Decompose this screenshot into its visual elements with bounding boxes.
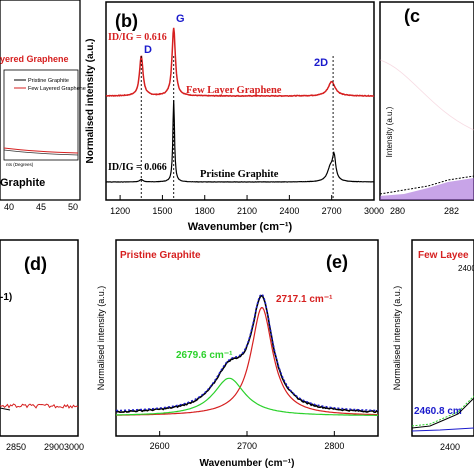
panel-a-inset-red-trace [3, 147, 79, 154]
panel-a-inset-black-trace [3, 149, 79, 156]
peak-label-d: D [144, 44, 152, 56]
fit-component-1 [116, 306, 378, 416]
panel-e-series [115, 293, 379, 416]
panel-b-ylabel: Normalised intensity (a.u.) [85, 38, 96, 163]
panel-e-xticks: 2600 2700 2800 [150, 431, 344, 451]
panel-b-xticks: 1200 1500 1800 2100 2400 2700 3000 [110, 195, 384, 216]
panel-d-xtick-2850: 2850 [6, 442, 26, 452]
annotation-peak-2679: 2679.6 cm⁻¹ [176, 350, 233, 361]
fit-component-2 [116, 377, 378, 416]
panel-e-xtick-label: 2600 [150, 441, 170, 451]
panel-f-title: Few Layee [418, 250, 469, 261]
panel-b-xlabel: Wavenumber (cm⁻¹) [188, 221, 293, 233]
panel-e-ylabel: Normalised intensity (a.u.) [96, 286, 106, 391]
panel-d-red-trace [0, 403, 79, 409]
panel-e-tag: (e) [326, 252, 348, 272]
panel-b-xtick-label: 2700 [322, 206, 342, 216]
panel-f: Few Layee Normalised intensity (a.u.) 24… [392, 239, 474, 452]
legend-item-pristine: Pristine Graphite [28, 78, 69, 84]
panel-d-tag: (d) [24, 254, 47, 274]
panel-e-xtick-label: 2700 [237, 441, 257, 451]
panel-e-xlabel: Wavenumber (cm⁻¹) [200, 458, 295, 469]
panel-f-frame [411, 239, 474, 437]
panel-b-frame [105, 1, 375, 201]
panel-a-inset-xlabel: nts (Degrees) [6, 162, 34, 167]
annotation-peak-2717: 2717.1 cm⁻¹ [276, 294, 333, 305]
panel-a-legend-title: yered Graphene [0, 54, 69, 64]
panel-b: (b) Normalised intensity (a.u.) Wavenumb… [85, 1, 384, 233]
panel-c-tag: (c [404, 6, 420, 26]
panel-e: Pristine Graphite (e) Normalised intensi… [96, 239, 379, 469]
panel-d: (d) -1) 2850 2900 3000 [0, 239, 84, 452]
panel-d-frame [0, 239, 79, 437]
panel-c-ylabel: Intensity (a.u.) [385, 106, 394, 157]
panel-d-xtick-3000: 3000 [64, 442, 84, 452]
ratio-few-layer: ID/IG = 0.616 [108, 32, 167, 43]
panel-b-xtick-label: 2100 [237, 206, 257, 216]
panel-b-tag: (b) [115, 11, 138, 31]
panel-e-title: Pristine Graphite [120, 250, 201, 261]
series-label-few-layer: Few Layer Graphene [186, 85, 282, 96]
panel-f-measured-trace [411, 397, 474, 429]
panel-a-graphite-label: Graphite [0, 177, 45, 189]
panel-c-faint-curve [379, 59, 474, 131]
peak-label-g: G [176, 13, 185, 25]
series-line-few-layer-graphene [105, 27, 375, 98]
panel-a-xtick-50: 50 [68, 202, 78, 212]
panel-a-xtick-40: 40 [4, 202, 14, 212]
panel-f-xtick-2400: 2400 [440, 442, 460, 452]
series-line-pristine-graphite [105, 100, 375, 183]
panel-b-xtick-label: 3000 [364, 206, 384, 216]
panel-f-right-tick: 2400 [458, 264, 474, 273]
peak-label-2d: 2D [314, 57, 328, 69]
panel-e-xtick-label: 2800 [324, 441, 344, 451]
ratio-pristine: ID/IG = 0.066 [108, 162, 167, 173]
panel-d-ylabel-fragment: -1) [0, 292, 12, 303]
panel-c-fill-area [380, 178, 474, 200]
panel-f-ylabel: Normalised intensity (a.u.) [392, 286, 402, 391]
panel-c-xtick-280: 280 [390, 206, 405, 216]
panel-c-frame [379, 1, 474, 201]
panel-b-xtick-label: 1800 [195, 206, 215, 216]
measured-spectrum [115, 294, 379, 414]
panel-b-xtick-label: 1500 [152, 206, 172, 216]
panel-c-fit-curve [379, 175, 474, 195]
panel-d-xtick-2900: 2900 [44, 442, 64, 452]
panel-d-black-trace [0, 407, 11, 411]
series-label-pristine: Pristine Graphite [200, 169, 279, 180]
panel-a-xtick-45: 45 [36, 202, 46, 212]
panel-c-xtick-282: 282 [444, 206, 459, 216]
panel-b-xtick-label: 1200 [110, 206, 130, 216]
panel-b-series [105, 27, 375, 183]
panel-f-fit-trace [411, 395, 474, 427]
panel-a: yered Graphene Pristine Graphite Few Lay… [0, 0, 86, 212]
panel-a-frame [0, 0, 81, 201]
panel-f-component-trace [411, 427, 474, 432]
fit-sum-curve [116, 293, 379, 412]
legend-item-few: Few Layered Graphene [28, 86, 86, 92]
panel-a-inset-frame [3, 69, 79, 161]
annotation-peak-2460: 2460.8 cm [414, 406, 462, 417]
panel-b-xtick-label: 2400 [279, 206, 299, 216]
panel-c: (c Intensity (a.u.) 280 282 [379, 1, 474, 216]
